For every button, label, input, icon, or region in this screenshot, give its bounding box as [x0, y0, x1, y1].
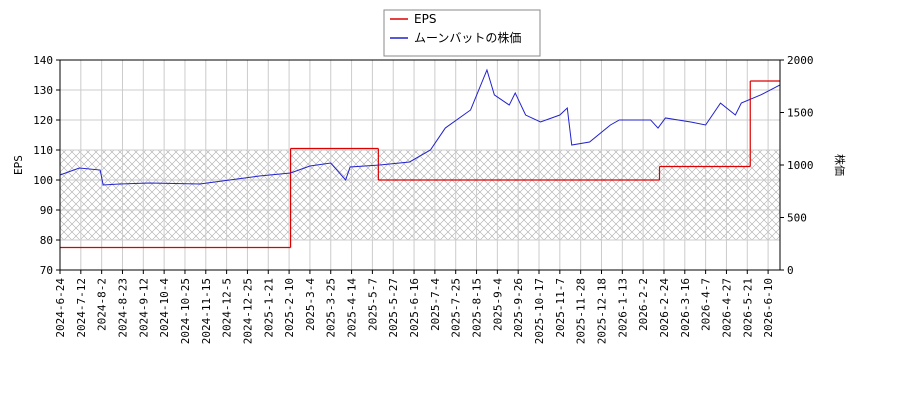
x-tick-label: 2025-12-18 — [595, 278, 608, 344]
x-tick-label: 2026-3-16 — [679, 278, 692, 338]
x-tick-label: 2025-10-17 — [533, 278, 546, 344]
x-tick-label: 2024-11-15 — [200, 278, 213, 344]
x-tick-label: 2024-8-2 — [96, 278, 109, 331]
y-axis-label: EPS — [12, 155, 25, 175]
x-tick-label: 2025-5-27 — [387, 278, 400, 338]
x-tick-label: 2024-10-25 — [179, 278, 192, 344]
y-tick-label: 140 — [33, 54, 53, 67]
shaded-range — [60, 150, 780, 240]
legend — [383, 9, 541, 57]
legend-label: EPS — [414, 12, 436, 26]
x-tick-label: 2024-12-25 — [241, 278, 254, 344]
y-tick-label: 70 — [40, 264, 53, 277]
y2-axis-label: 株価 — [833, 154, 847, 176]
y-tick-label: 90 — [40, 204, 53, 217]
x-tick-label: 2026-6-10 — [762, 278, 775, 338]
x-tick-label: 2025-8-15 — [471, 278, 484, 338]
x-tick-label: 2024-8-23 — [116, 278, 129, 338]
x-tick-label: 2026-2-2 — [637, 278, 650, 331]
x-tick-label: 2025-4-14 — [346, 278, 359, 338]
y2-tick-label: 500 — [787, 212, 807, 225]
y2-tick-label: 1500 — [787, 107, 814, 120]
x-tick-label: 2024-6-24 — [54, 278, 67, 338]
x-tick-label: 2025-11-7 — [554, 278, 567, 338]
x-tick-label: 2024-10-4 — [158, 278, 171, 338]
x-tick-label: 2025-2-10 — [283, 278, 296, 338]
legend-label: ムーンバットの株価 — [414, 30, 521, 45]
price-line — [59, 68, 781, 186]
y-tick-label: 120 — [33, 114, 53, 127]
x-tick-label: 2025-5-7 — [366, 278, 379, 331]
y-tick-label: 110 — [33, 144, 53, 157]
x-tick-label: 2025-3-4 — [304, 278, 317, 331]
x-tick-label: 2026-2-24 — [658, 278, 671, 338]
y2-tick-label: 0 — [787, 264, 794, 277]
x-tick-label: 2025-7-4 — [429, 278, 442, 331]
x-tick-label: 2026-4-27 — [720, 278, 733, 338]
x-tick-label: 2024-7-12 — [75, 278, 88, 338]
x-tick-label: 2026-5-21 — [741, 278, 754, 338]
y-tick-label: 100 — [33, 174, 53, 187]
x-tick-label: 2025-3-25 — [325, 278, 338, 338]
y2-tick-label: 2000 — [787, 54, 814, 67]
x-tick-label: 2025-1-21 — [262, 278, 275, 338]
x-tick-label: 2025-9-4 — [491, 278, 504, 331]
x-tick-label: 2025-7-25 — [450, 278, 463, 338]
x-tick-label: 2024-9-12 — [137, 278, 150, 338]
x-tick-label: 2026-4-7 — [700, 278, 713, 331]
x-tick-label: 2025-9-26 — [512, 278, 525, 338]
y2-tick-label: 1000 — [787, 159, 814, 172]
x-tick-label: 2025-6-16 — [408, 278, 421, 338]
plot-frame — [59, 59, 781, 271]
y-tick-label: 80 — [40, 234, 53, 247]
x-tick-label: 2024-12-5 — [221, 278, 234, 338]
x-tick-label: 2025-11-28 — [575, 278, 588, 344]
y-tick-label: 130 — [33, 84, 53, 97]
x-tick-label: 2026-1-13 — [616, 278, 629, 338]
